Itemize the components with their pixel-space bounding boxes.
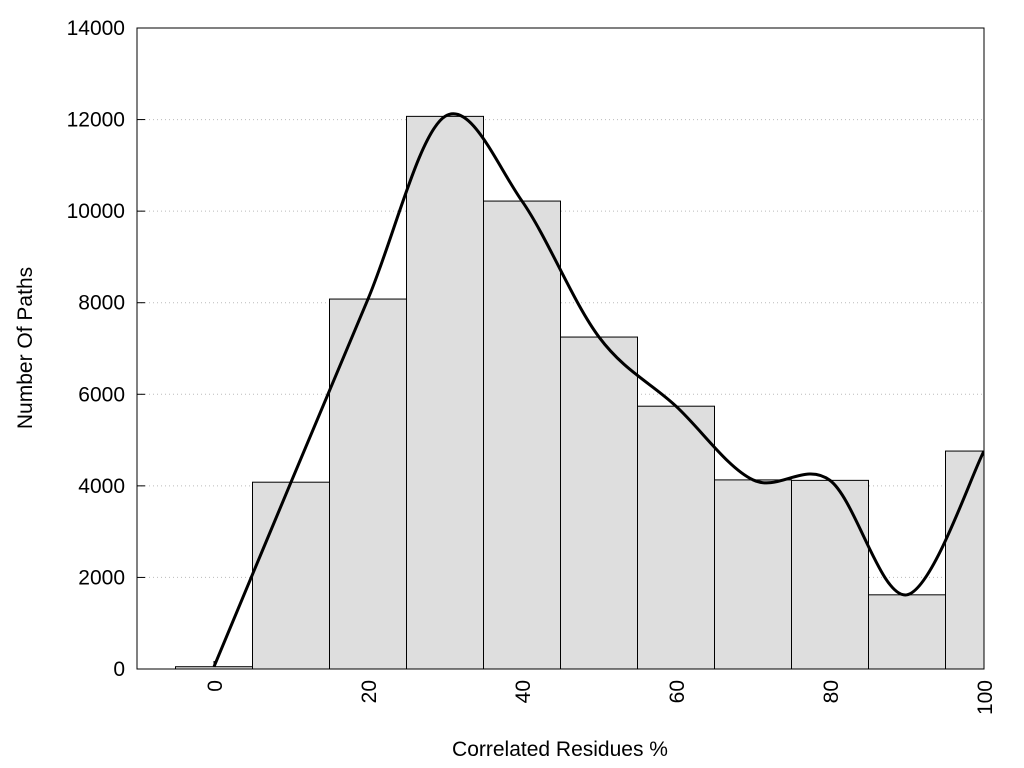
y-tick-label: 12000	[67, 109, 125, 132]
bar	[945, 450, 984, 669]
bar	[560, 336, 638, 669]
y-tick-label: 2000	[78, 566, 125, 589]
bar	[406, 115, 484, 669]
bar	[791, 479, 869, 669]
x-tick-label: 40	[512, 680, 535, 703]
y-axis-label: Number Of Paths	[14, 267, 37, 429]
bar	[714, 479, 792, 669]
y-tick-label: 14000	[67, 17, 125, 40]
x-tick-label: 0	[204, 680, 227, 692]
bar	[329, 298, 407, 669]
bar	[637, 405, 715, 669]
plot-frame	[136, 27, 985, 670]
y-tick-label: 0	[113, 658, 125, 681]
y-tick-label: 6000	[78, 383, 125, 406]
x-axis-label: Correlated Residues %	[452, 738, 668, 761]
y-tick-label: 4000	[78, 475, 125, 498]
x-tick-label: 80	[820, 680, 843, 703]
y-tick-label: 10000	[67, 200, 125, 223]
bar	[252, 481, 330, 669]
x-tick-label: 60	[666, 680, 689, 703]
x-tick-label: 100	[974, 680, 997, 715]
curve-line	[212, 112, 984, 668]
bar	[483, 200, 561, 669]
bar	[868, 594, 946, 669]
x-tick-label: 20	[358, 680, 381, 703]
y-tick-label: 8000	[78, 292, 125, 315]
